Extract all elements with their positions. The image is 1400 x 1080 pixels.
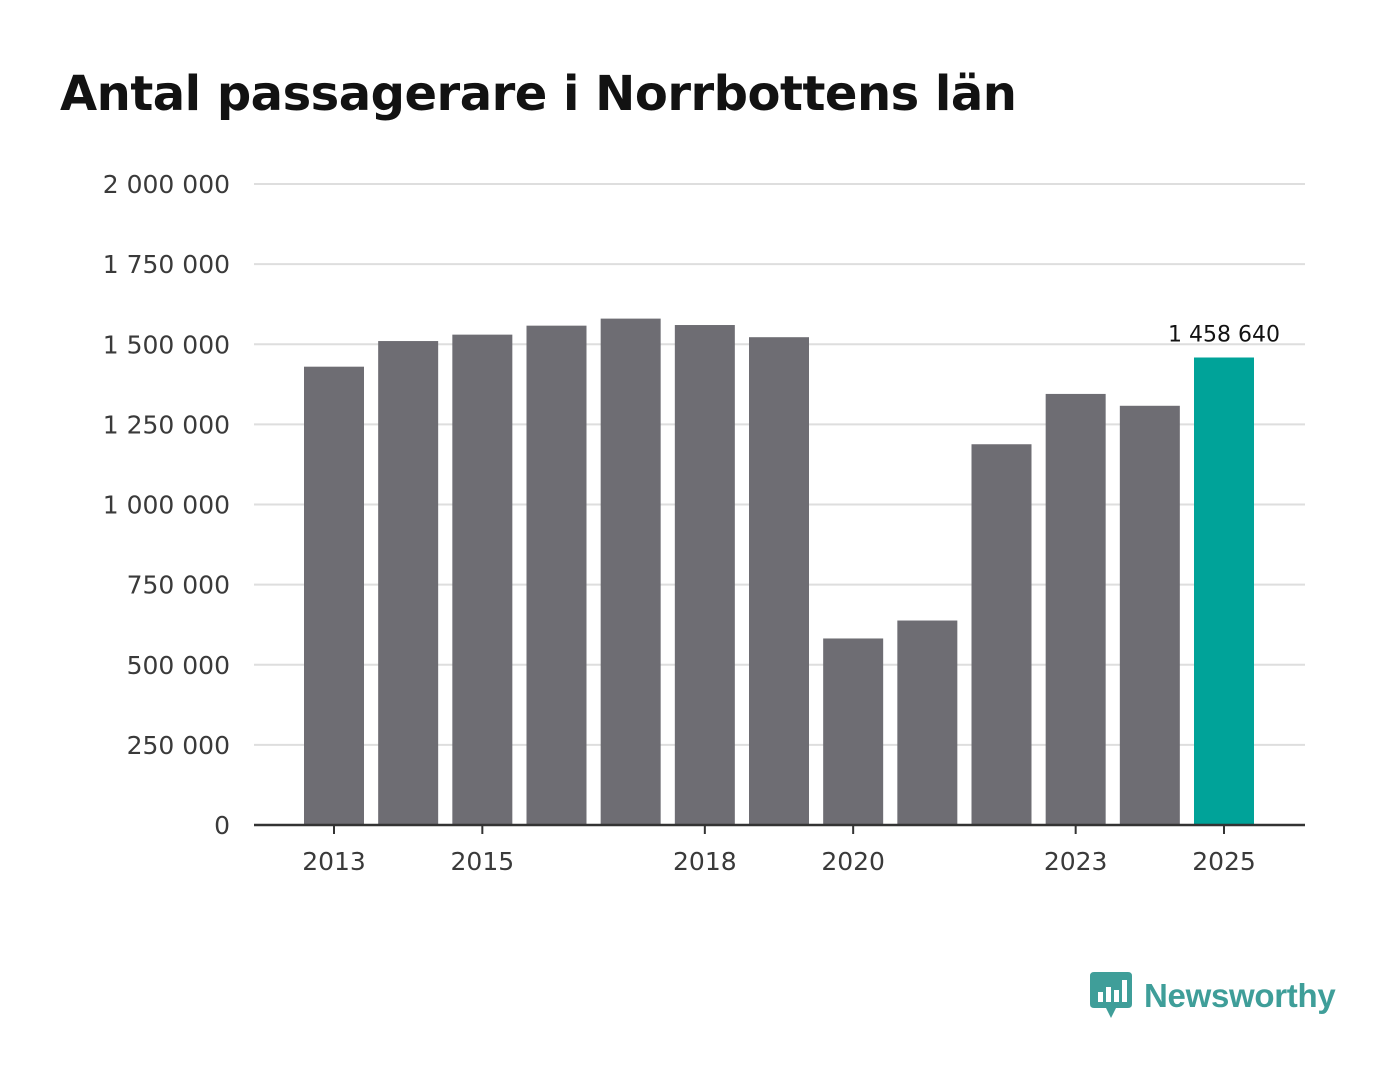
bar-2023 [1045,393,1106,825]
bar-2014 [378,341,439,825]
bar-2021 [897,620,958,825]
bar-2019 [749,337,809,825]
data-labels: 1 458 640 [1168,323,1280,348]
bar-2015 [452,334,513,825]
y-tick-label: 1 500 000 [103,330,230,359]
chart-title: Antal passagerare i Norrbottens län [60,66,1017,122]
bar-2022 [971,444,1032,825]
x-tick-label: 2023 [1044,847,1108,876]
bars [304,318,1254,825]
data-label-highlight: 1 458 640 [1168,323,1280,348]
bar-2020 [823,638,884,825]
y-tick-label: 2 000 000 [103,170,230,199]
brand-name: Newsworthy [1144,977,1336,1014]
x-tick-label: 2018 [673,847,737,876]
x-tick-label: 2020 [821,847,885,876]
y-tick-label: 1 750 000 [103,250,230,279]
bar-2018 [674,325,735,825]
x-tick-label: 2015 [451,847,515,876]
y-tick-label: 500 000 [127,651,230,680]
bar-2025 [1194,357,1254,825]
bar-2013 [304,366,364,825]
bar-2017 [600,318,661,825]
bar-2024 [1119,405,1180,825]
x-axis [254,823,1305,834]
newsworthy-icon [1090,972,1132,1018]
y-tick-label: 250 000 [127,731,230,760]
y-axis-labels: 0 250 000 500 000 750 000 1 000 000 1 250 000… [103,170,230,840]
x-tick-label: 2025 [1192,847,1256,876]
newsworthy-logo: Newsworthy [1090,972,1336,1020]
x-axis-labels: 2013 2015 2018 2020 2023 2025 [302,847,1256,876]
bar-2016 [526,325,587,825]
y-tick-label: 0 [214,811,230,840]
y-tick-label: 1 000 000 [103,491,230,520]
y-tick-label: 750 000 [127,571,230,600]
y-tick-label: 1 250 000 [103,410,230,439]
x-tick-label: 2013 [302,847,366,876]
